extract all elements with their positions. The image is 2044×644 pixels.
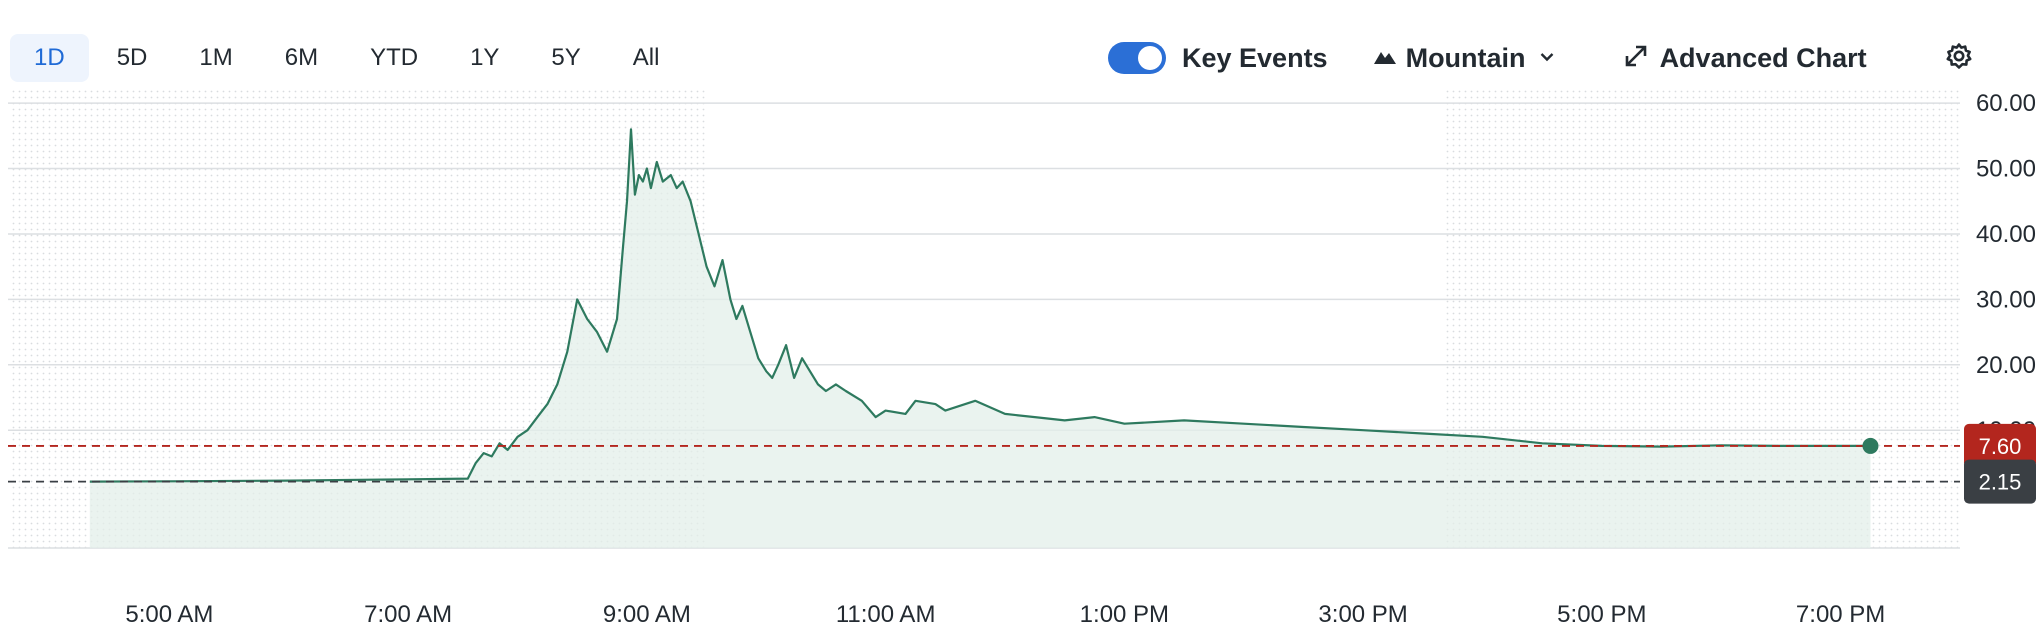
extended-hours-shading	[10, 90, 1960, 548]
x-tick-label: 11:00 AM	[836, 601, 936, 628]
x-tick-label: 3:00 PM	[1318, 601, 1407, 628]
y-tick-label: 60.00	[1976, 90, 2036, 117]
current-price-badge-bg	[1964, 423, 2036, 468]
range-tab-5d[interactable]: 5D	[116, 44, 148, 71]
chart-type-label: Mountain	[1405, 42, 1526, 73]
last-price-dot[interactable]	[1862, 437, 1879, 454]
x-axis: 5:00 AM 7:00 AM 9:00 AM 11:00 AM 1:00 PM 3:00…	[125, 601, 1885, 628]
key-events-label: Key Events	[1182, 42, 1328, 73]
range-tab-all[interactable]: All	[632, 44, 660, 71]
y-tick-label: 50.00	[1976, 156, 2036, 183]
expand-arrows-icon	[1624, 44, 1648, 73]
advanced-chart-button[interactable]: Advanced Chart	[1624, 43, 1867, 74]
x-tick-label: 7:00 AM	[364, 601, 452, 628]
advanced-chart-label: Advanced Chart	[1659, 42, 1867, 73]
y-tick-label: 20.00	[1976, 352, 2036, 379]
x-tick-label: 1:00 PM	[1080, 601, 1169, 628]
x-tick-label: 9:00 AM	[603, 601, 691, 628]
gear-icon	[1945, 42, 1973, 75]
mountain-icon	[1373, 48, 1396, 69]
toggle-knob	[1138, 46, 1162, 70]
range-tab-ytd[interactable]: YTD	[370, 44, 419, 71]
price-line	[89, 128, 1871, 483]
chart-toolbar: 1D 5D 1M 6M YTD 1Y 5Y All Key Events Mou…	[0, 0, 2044, 100]
settings-button[interactable]	[1945, 42, 1973, 75]
range-tab-5y[interactable]: 5Y	[551, 44, 581, 71]
current-price-badge: 7.60	[1964, 423, 2036, 468]
previous-close-label: 2.15	[1979, 470, 2022, 495]
current-price-label: 7.60	[1979, 434, 2022, 459]
range-tab-1m[interactable]: 1M	[199, 44, 233, 71]
y-tick-label: 40.00	[1976, 221, 2036, 248]
range-tab-1y[interactable]: 1Y	[470, 44, 500, 71]
y-tick-label: 30.00	[1976, 286, 2036, 313]
time-range-tabs: 1D 5D 1M 6M YTD 1Y 5Y All	[10, 34, 683, 82]
previous-close-badge-bg	[1964, 459, 2036, 504]
chart-type-dropdown[interactable]: Mountain	[1373, 42, 1554, 74]
price-area	[89, 129, 1871, 549]
previous-close-badge: 2.15	[1964, 459, 2036, 504]
key-events-toggle[interactable]	[1108, 42, 1166, 74]
x-tick-label: 5:00 PM	[1557, 601, 1646, 628]
chevron-down-icon	[1540, 49, 1554, 67]
range-tab-1d[interactable]: 1D	[10, 34, 89, 82]
x-tick-label: 7:00 PM	[1796, 601, 1885, 628]
x-tick-label: 5:00 AM	[125, 601, 213, 628]
chart-tools: Key Events Mountain Advanced Chart	[1108, 34, 1973, 82]
range-tab-6m[interactable]: 6M	[284, 44, 319, 71]
key-events-toggle-group[interactable]: Key Events	[1108, 42, 1328, 74]
